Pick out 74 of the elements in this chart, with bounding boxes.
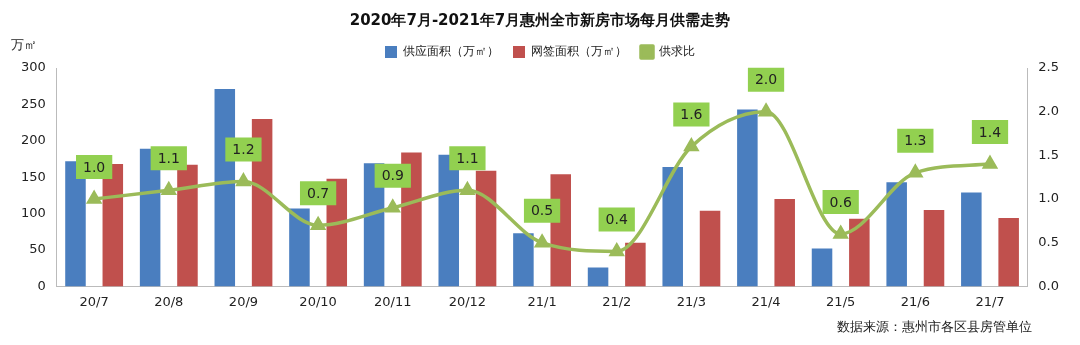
data-label: 0.4 <box>605 211 628 228</box>
bar <box>177 164 198 287</box>
point <box>311 217 326 230</box>
x-tick-label: 21/2 <box>602 293 632 309</box>
point <box>236 173 251 187</box>
point <box>609 243 624 257</box>
y2-tick-label: 2.0 <box>1038 103 1060 119</box>
y-tick-label: 50 <box>29 241 46 257</box>
x-tick-label: 21/4 <box>751 293 781 309</box>
x-tick-label: 21/5 <box>826 293 856 309</box>
data-label: 1.0 <box>83 158 106 175</box>
y-tick-label: 250 <box>20 95 46 111</box>
data-label: 1.4 <box>978 123 1002 140</box>
y2-tick-label: 0.0 <box>1038 277 1060 293</box>
source-note: 数据来源：惠州市各区县房管单位 <box>837 318 1032 336</box>
point <box>759 103 773 117</box>
bar <box>737 109 758 287</box>
y2-tick-label: 0.5 <box>1038 234 1060 250</box>
bar <box>998 217 1019 287</box>
y2-tick-label: 1.5 <box>1038 146 1060 162</box>
bar <box>774 199 795 287</box>
y-axis-title: 万㎡ <box>11 37 37 53</box>
data-label: 0.5 <box>530 202 554 219</box>
bar <box>849 218 870 287</box>
legend-label: 网签面积（万㎡） <box>531 44 627 59</box>
x-tick-label: 20/8 <box>154 293 184 309</box>
bar <box>65 161 86 287</box>
bar <box>587 267 609 287</box>
y2-tick-label: 2.5 <box>1038 59 1060 75</box>
x-tick-label: 20/7 <box>79 293 109 309</box>
y-tick-label: 300 <box>20 59 46 75</box>
data-label: 1.1 <box>157 149 180 166</box>
y-tick-label: 200 <box>20 132 46 148</box>
bar <box>886 182 907 287</box>
x-tick-label: 21/1 <box>527 293 557 309</box>
data-label: 0.9 <box>381 167 404 184</box>
point <box>459 180 476 196</box>
x-tick-label: 20/10 <box>299 293 337 309</box>
bar <box>513 233 534 287</box>
point <box>535 234 550 248</box>
point <box>908 165 923 178</box>
point <box>160 180 177 196</box>
x-tick-label: 20/12 <box>448 293 487 309</box>
bar <box>811 248 833 287</box>
bar <box>662 167 683 287</box>
legend-label: 供应面积（万㎡） <box>403 44 499 59</box>
x-tick-label: 21/6 <box>900 293 930 309</box>
data-label: 1.2 <box>232 141 255 158</box>
data-label: 0.6 <box>829 193 852 210</box>
x-tick-label: 21/7 <box>975 293 1005 309</box>
y-tick-label: 100 <box>20 204 46 220</box>
y-tick-label: 0 <box>37 277 46 293</box>
point <box>684 138 699 152</box>
data-label: 0.7 <box>306 184 330 201</box>
bar <box>923 209 945 287</box>
bar <box>625 242 646 287</box>
point <box>385 200 400 213</box>
chart-title: 2020年7月-2021年7月惠州全市新房市场每月供需走势 <box>349 10 731 29</box>
x-tick-label: 20/11 <box>374 293 412 309</box>
bar <box>961 192 982 287</box>
point <box>833 226 848 239</box>
x-tick-label: 20/9 <box>228 293 259 309</box>
bar <box>289 208 310 287</box>
data-label: 1.3 <box>904 132 927 149</box>
legend-label: 供求比 <box>659 44 695 59</box>
x-tick-label: 21/3 <box>676 293 706 309</box>
point <box>87 191 102 204</box>
data-label: 1.1 <box>456 149 479 166</box>
data-label: 1.6 <box>680 106 703 123</box>
point <box>983 156 997 169</box>
y-tick-label: 150 <box>20 168 46 184</box>
y2-tick-label: 1.0 <box>1038 190 1060 206</box>
data-label: 2.0 <box>754 71 778 88</box>
bar <box>699 210 721 287</box>
